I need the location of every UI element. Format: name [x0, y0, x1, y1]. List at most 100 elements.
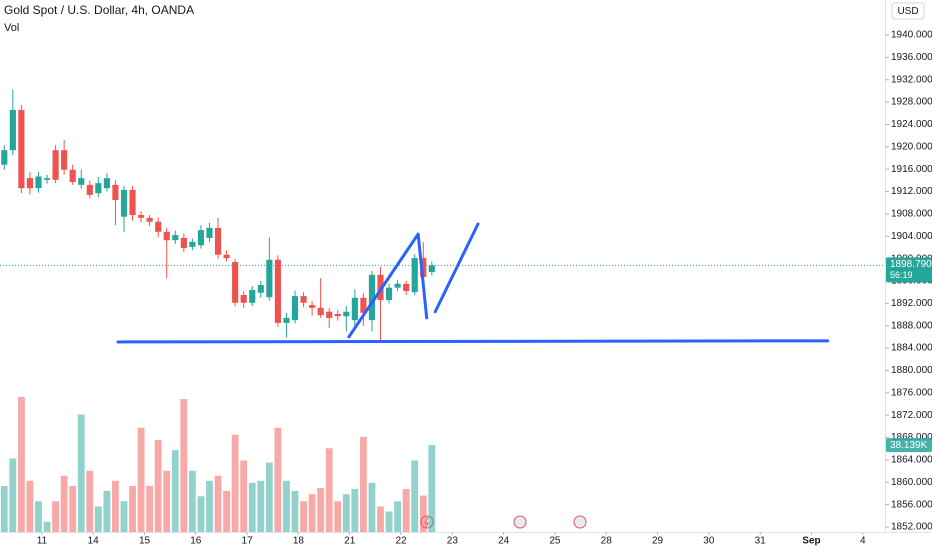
currency-label: USD	[897, 6, 918, 17]
volume-bar	[171, 450, 179, 532]
volume-bar	[325, 448, 333, 532]
countdown-label: 56:19	[890, 270, 913, 280]
candle-body	[78, 178, 85, 185]
last-volume-label: 38.139K	[890, 440, 928, 451]
candle-body	[43, 178, 51, 180]
volume-bar	[26, 480, 34, 532]
candle-body	[1, 150, 8, 165]
candle-body	[223, 254, 230, 259]
x-tick-label: 29	[652, 536, 664, 547]
volume-bar	[402, 488, 410, 532]
event-icon[interactable]	[513, 515, 527, 529]
candle-body	[163, 231, 170, 241]
volume-bar	[428, 445, 436, 532]
candle-body	[138, 215, 145, 218]
candle-body	[18, 109, 25, 189]
volume-bar	[223, 491, 231, 532]
currency-button[interactable]	[891, 2, 925, 20]
y-tick-label: 1920.000	[891, 141, 932, 152]
volume-bar	[231, 434, 239, 532]
candle-body	[172, 235, 179, 241]
x-tick-label: 28	[601, 536, 613, 547]
x-tick-label: 4	[860, 536, 866, 547]
volume-bar	[394, 501, 402, 532]
y-tick-label: 1888.000	[891, 320, 932, 331]
volume-bar	[419, 495, 427, 532]
volume-bar	[368, 482, 376, 532]
candle-body	[266, 259, 273, 298]
volume-bar	[317, 488, 325, 532]
candle-body	[257, 284, 264, 293]
x-tick-label: Sep	[802, 536, 820, 547]
candle-body	[240, 294, 247, 303]
x-tick-label: 18	[293, 536, 305, 547]
last-volume-box	[886, 438, 932, 453]
y-tick-label: 1856.000	[891, 499, 932, 510]
candle-body	[197, 230, 205, 246]
chart-title: Gold Spot / U.S. Dollar, 4h, OANDA	[4, 3, 194, 17]
volume-bar	[385, 511, 393, 532]
candle-body	[394, 283, 401, 288]
y-tick-label: 1876.000	[891, 387, 932, 398]
candle-body	[403, 283, 410, 292]
volume-bar	[69, 486, 77, 532]
candle-body	[180, 237, 187, 249]
candle-body	[103, 178, 110, 189]
volume-bar	[291, 491, 299, 532]
candle-body	[334, 313, 341, 317]
y-tick-label: 1912.000	[891, 186, 932, 197]
last-price-box	[886, 257, 932, 283]
trend-line	[433, 222, 480, 314]
candle-body	[86, 184, 93, 195]
volume-bar	[129, 486, 136, 532]
volume-bar	[274, 427, 282, 532]
volume-bar	[214, 475, 222, 532]
candle-body	[61, 150, 68, 170]
candle-body	[411, 258, 418, 293]
candle-body	[420, 258, 427, 278]
plot-area	[0, 89, 830, 532]
x-tick-label: 23	[447, 536, 459, 547]
volume-bar	[334, 501, 342, 532]
candle-body	[343, 311, 350, 317]
volume-bar	[308, 494, 316, 532]
volume-bar	[257, 480, 265, 532]
candle-body	[189, 241, 196, 247]
volume-bar	[112, 480, 119, 532]
volume-bar	[377, 506, 384, 532]
candle-body	[35, 176, 42, 189]
candle-body	[249, 289, 256, 303]
x-tick-label: 16	[190, 536, 202, 547]
volume-bar	[154, 440, 162, 532]
candle-body	[317, 307, 324, 316]
y-tick-label: 1940.000	[891, 30, 932, 41]
y-tick-label: 1916.000	[891, 164, 932, 175]
candle-body	[206, 227, 213, 238]
volume-title: Vol	[4, 22, 19, 34]
last-price-label: 1898.790	[890, 259, 932, 270]
candle-body	[428, 265, 435, 273]
x-tick-label: 25	[549, 536, 561, 547]
volume-bar	[180, 399, 188, 532]
volume-bar	[43, 521, 51, 532]
y-tick-label: 1892.000	[891, 298, 932, 309]
y-tick-label: 1880.000	[891, 365, 932, 376]
volume-bar	[17, 397, 25, 532]
volume-bar	[146, 486, 154, 532]
candle-body	[300, 296, 307, 303]
y-tick-label: 1936.000	[891, 52, 932, 63]
y-tick-label: 1904.000	[891, 231, 932, 242]
trend-line	[116, 339, 830, 344]
volume-bar	[163, 470, 171, 532]
candle-body	[274, 259, 281, 323]
volume-bar	[0, 486, 8, 532]
event-icon[interactable]	[573, 515, 587, 529]
candle-body	[112, 184, 119, 200]
candle-body	[146, 217, 153, 222]
volume-bar	[188, 470, 196, 532]
candle-body	[232, 261, 239, 303]
x-tick-label: 31	[755, 536, 767, 547]
volume-bar	[206, 480, 213, 532]
y-tick-label: 1868.000	[891, 432, 932, 443]
